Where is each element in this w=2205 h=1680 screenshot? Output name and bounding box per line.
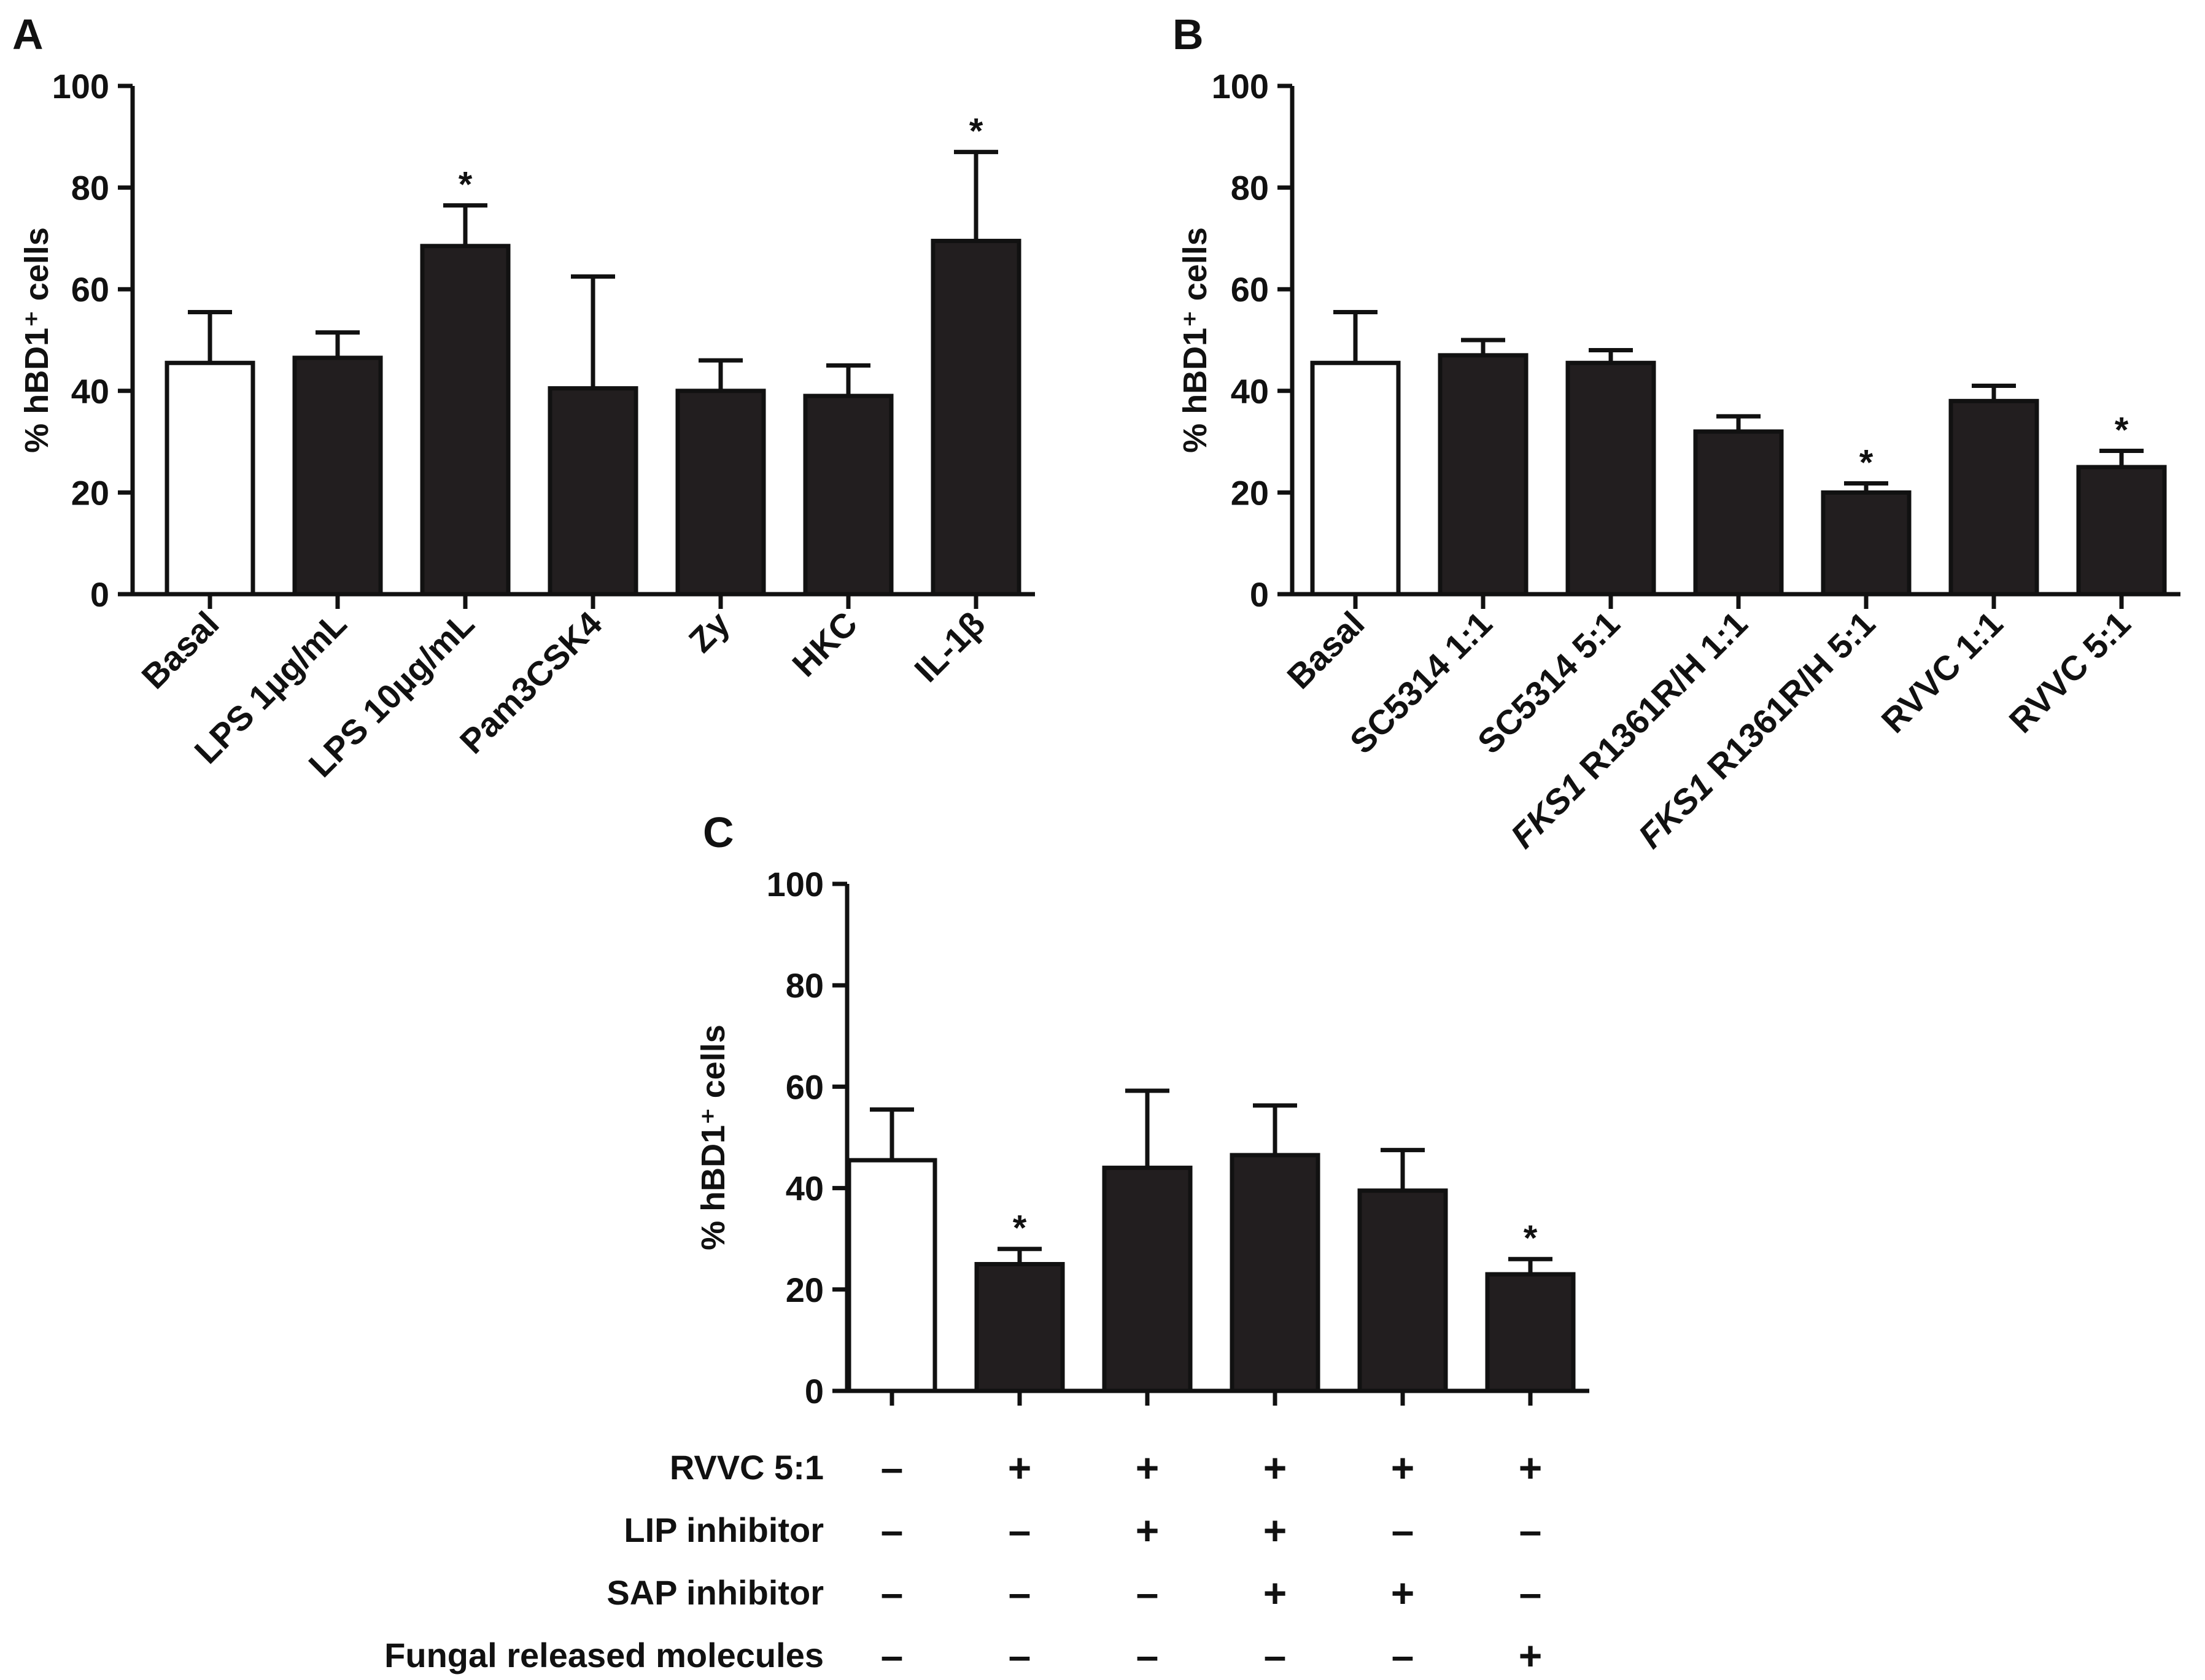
panel-b-letter: B xyxy=(1172,10,1204,58)
condition-sign: + xyxy=(1136,1508,1160,1553)
condition-row-label: SAP inhibitor xyxy=(606,1573,824,1612)
condition-sign: + xyxy=(1519,1445,1543,1490)
panel-a-y-tick-label: 80 xyxy=(71,169,109,207)
condition-sign: – xyxy=(1136,1570,1159,1616)
panel-b-y-tick-label: 80 xyxy=(1231,169,1269,207)
condition-sign: – xyxy=(1392,1508,1414,1553)
panel-b-bar xyxy=(1948,398,2039,597)
panel-b-y-axis-label: % hBD1⁺ cells xyxy=(1177,227,1214,453)
panel-c-y-axis-label: % hBD1⁺ cells xyxy=(695,1024,732,1250)
condition-sign: – xyxy=(1519,1508,1542,1553)
condition-sign: – xyxy=(1009,1633,1031,1678)
panel-a-significance-marker: * xyxy=(459,165,473,205)
panel-b-category-label: FKS1 R1361R/H 5:1 xyxy=(1631,604,1883,856)
panel-a-y-tick-label: 0 xyxy=(90,575,109,614)
panel-a-y-tick-label: 60 xyxy=(71,270,109,309)
condition-sign: + xyxy=(1263,1445,1287,1490)
panel-c-y-tick-label: 40 xyxy=(786,1169,824,1208)
panel-c-significance-marker: * xyxy=(1524,1218,1538,1258)
panel-a-bar xyxy=(292,355,383,597)
panel-c-bar xyxy=(1102,1166,1193,1393)
condition-sign: + xyxy=(1391,1445,1415,1490)
panel-b-bar xyxy=(1821,490,1912,597)
condition-sign: + xyxy=(1391,1570,1415,1616)
panel-c-y-tick-label: 0 xyxy=(805,1372,824,1411)
panel-b-y-tick-label: 100 xyxy=(1212,67,1269,106)
panel-b-significance-marker: * xyxy=(2115,411,2129,451)
condition-sign: + xyxy=(1008,1445,1032,1490)
condition-sign: – xyxy=(1392,1633,1414,1678)
condition-sign: – xyxy=(881,1633,904,1678)
panel-b-bar xyxy=(1565,360,1656,597)
panel-b-bar xyxy=(1438,353,1529,597)
condition-sign: – xyxy=(1264,1633,1287,1678)
condition-sign: + xyxy=(1519,1633,1543,1678)
panel-c-y-tick-label: 80 xyxy=(786,966,824,1005)
panel-a-bar xyxy=(931,239,1021,597)
condition-sign: – xyxy=(1009,1570,1031,1616)
panel-c-y-tick-label: 20 xyxy=(786,1271,824,1309)
panel-b-category-label: RVVC 5:1 xyxy=(2001,604,2137,740)
panel-a-bar xyxy=(420,244,511,597)
panel-a-bar xyxy=(548,386,638,597)
panel-b-y-tick-label: 40 xyxy=(1231,372,1269,411)
panel-a-significance-marker: * xyxy=(969,112,983,152)
condition-sign: + xyxy=(1136,1445,1160,1490)
panel-a-y-tick-label: 100 xyxy=(52,67,109,106)
panel-c-bar xyxy=(1230,1153,1320,1393)
panel-b-category-label: Basal xyxy=(1279,604,1371,696)
condition-sign: – xyxy=(881,1570,904,1616)
panel-a-letter: A xyxy=(12,10,44,58)
panel-a-y-tick-label: 40 xyxy=(71,372,109,411)
condition-sign: – xyxy=(881,1508,904,1553)
panel-c-letter: C xyxy=(703,808,734,856)
panel-a-bar xyxy=(165,360,255,597)
panel-c-bar xyxy=(974,1262,1065,1393)
panel-b-bar xyxy=(1693,429,1784,597)
panel-a-category-label: Basal xyxy=(134,604,226,696)
condition-sign: + xyxy=(1263,1570,1287,1616)
panel-b-bar xyxy=(1310,360,1401,597)
condition-sign: + xyxy=(1263,1508,1287,1553)
panel-c-significance-marker: * xyxy=(1013,1209,1027,1248)
panel-b-bar xyxy=(2076,465,2167,597)
condition-sign: – xyxy=(1136,1633,1159,1678)
panel-c-y-tick-label: 100 xyxy=(767,865,824,904)
panel-c-bar xyxy=(1357,1188,1448,1393)
condition-row-label: Fungal released molecules xyxy=(384,1636,824,1674)
panel-b-category-label: FKS1 R1361R/H 1:1 xyxy=(1503,604,1755,856)
condition-sign: – xyxy=(1519,1570,1542,1616)
panel-a-y-axis-label: % hBD1⁺ cells xyxy=(18,227,55,453)
panel-a-category-label: HKC xyxy=(785,604,864,684)
panel-b-significance-marker: * xyxy=(1859,443,1874,482)
panel-c-bar xyxy=(847,1158,937,1393)
panel-a-category-label: IL-1β xyxy=(907,604,992,689)
condition-row-label: RVVC 5:1 xyxy=(670,1448,824,1487)
panel-b-y-tick-label: 20 xyxy=(1231,473,1269,512)
panel-b-category-label: RVVC 1:1 xyxy=(1874,604,2010,740)
panel-c-bar xyxy=(1485,1272,1576,1393)
condition-sign: – xyxy=(881,1445,904,1490)
panel-b-y-tick-label: 60 xyxy=(1231,270,1269,309)
panel-b-y-tick-label: 0 xyxy=(1250,575,1269,614)
panel-a-category-label: Zy xyxy=(681,604,737,660)
condition-sign: – xyxy=(1009,1508,1031,1553)
condition-row-label: LIP inhibitor xyxy=(624,1511,824,1549)
panel-c-y-tick-label: 60 xyxy=(786,1067,824,1106)
panel-a-y-tick-label: 20 xyxy=(71,473,109,512)
panel-a-bar xyxy=(803,393,894,597)
panel-a-bar xyxy=(675,389,766,597)
